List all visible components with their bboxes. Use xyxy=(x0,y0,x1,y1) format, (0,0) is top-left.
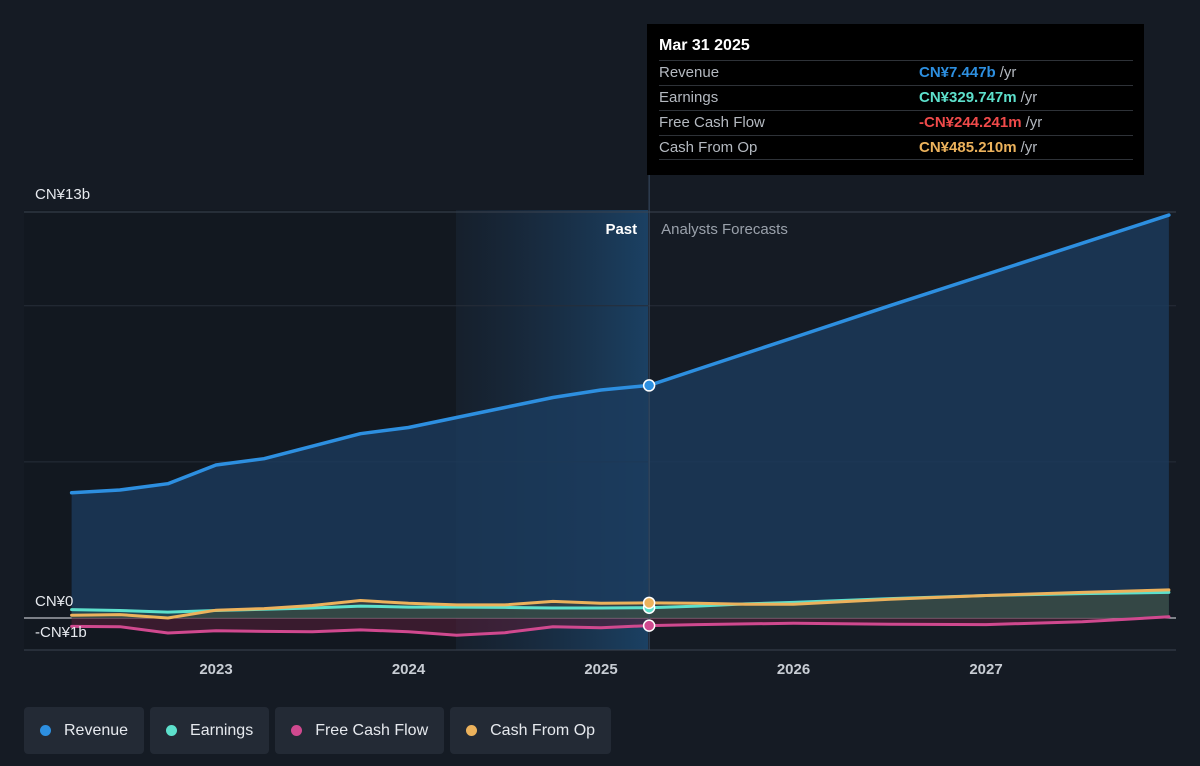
revenue-area xyxy=(71,215,1169,618)
chart: CN¥13b CN¥0 -CN¥1b 2023 2024 2025 2026 2027 Pa… xyxy=(24,175,1176,678)
y-tick-label: -CN¥1b xyxy=(35,624,87,641)
tooltip-row: Earnings CN¥329.747m/yr xyxy=(659,85,1133,110)
tooltip-row-value: CN¥7.447b xyxy=(919,64,996,81)
tooltip-rows: Revenue CN¥7.447b/yr Earnings CN¥329.747m/y… xyxy=(659,60,1133,160)
legend-label: Revenue xyxy=(64,721,129,739)
tooltip-date: Mar 31 2025 xyxy=(659,37,750,54)
cash-from-op-marker xyxy=(642,596,656,610)
legend-label: Earnings xyxy=(190,721,254,739)
tooltip-row-unit: /yr xyxy=(999,64,1017,81)
legend-dot-icon xyxy=(166,725,178,736)
x-axis-labels: 2023 2024 2025 2026 2027 xyxy=(199,661,1002,678)
tooltip-row-label: Revenue xyxy=(659,64,720,81)
y-tick-label: CN¥0 xyxy=(35,593,73,610)
tooltip-row-label: Earnings xyxy=(659,89,719,106)
legend-dot-icon xyxy=(466,725,478,736)
y-tick-label: CN¥13b xyxy=(35,186,90,203)
x-tick-label: 2025 xyxy=(584,661,617,678)
forecast-label: Analysts Forecasts xyxy=(661,221,788,238)
tooltip-row: Free Cash Flow -CN¥244.241m/yr xyxy=(659,110,1133,135)
x-tick-label: 2027 xyxy=(969,661,1002,678)
tooltip-row-value: CN¥485.210m xyxy=(919,139,1017,156)
y-axis-labels: CN¥13b CN¥0 -CN¥1b xyxy=(35,186,90,641)
cash-from-op-line xyxy=(70,588,1171,620)
tooltip-row-unit: /yr xyxy=(1020,89,1038,106)
tooltip-row-value: CN¥329.747m xyxy=(919,89,1017,106)
legend-item-cash-from-op[interactable]: Cash From Op xyxy=(450,707,612,754)
tooltip-row-unit: /yr xyxy=(1020,139,1038,156)
series-lines xyxy=(69,213,1171,637)
x-tick-label: 2026 xyxy=(777,661,810,678)
x-tick-label: 2023 xyxy=(199,661,232,678)
revenue-line xyxy=(69,213,1171,495)
legend-label: Cash From Op xyxy=(490,721,596,739)
tooltip-row-value: -CN¥244.241m xyxy=(919,114,1022,131)
revenue-marker xyxy=(642,379,656,392)
legend-dot-icon xyxy=(291,725,303,736)
free-cash-flow-marker xyxy=(642,619,656,632)
tooltip-row-label: Free Cash Flow xyxy=(659,114,765,131)
legend-item-earnings[interactable]: Earnings xyxy=(150,707,270,754)
free-cash-flow-line xyxy=(70,615,1171,637)
tooltip-row-unit: /yr xyxy=(1025,114,1043,131)
legend-dot-icon xyxy=(40,725,51,736)
legend-label: Free Cash Flow xyxy=(315,721,429,739)
legend-item-revenue[interactable]: Revenue xyxy=(24,707,145,754)
tooltip-row: Revenue CN¥7.447b/yr xyxy=(659,60,1133,85)
past-label: Past xyxy=(605,221,637,238)
legend-item-free-cash-flow[interactable]: Free Cash Flow xyxy=(275,707,445,754)
tooltip-row-label: Cash From Op xyxy=(659,139,758,156)
x-tick-label: 2024 xyxy=(392,661,426,678)
hover-markers xyxy=(642,379,656,632)
legend: Revenue Earnings Free Cash Flow Cash From O… xyxy=(24,707,612,754)
tooltip: Mar 31 2025 Revenue CN¥7.447b/yr Earnings C… xyxy=(647,24,1144,175)
tooltip-row: Cash From Op CN¥485.210m/yr xyxy=(659,135,1133,160)
